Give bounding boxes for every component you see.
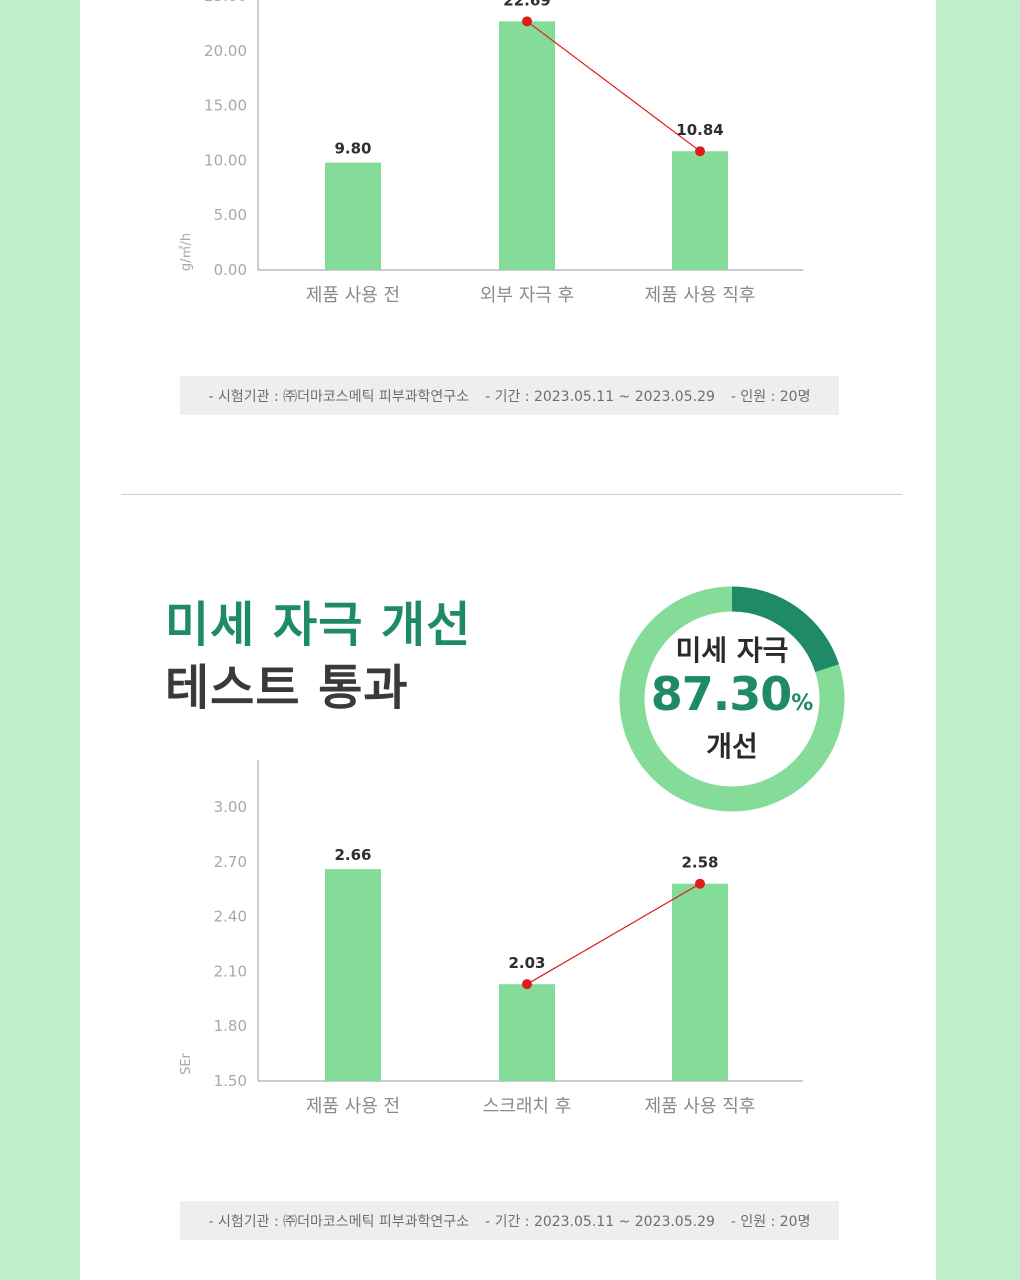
- bar-3: [672, 151, 728, 270]
- data-label: 9.80: [334, 140, 371, 158]
- trend-point: [522, 16, 532, 27]
- category-label: 제품 사용 직후: [645, 1096, 756, 1117]
- bar-2: [499, 21, 555, 271]
- badge-bottom-label: 개선: [706, 730, 758, 763]
- data-label: 2.58: [681, 854, 718, 872]
- trend-line: [526, 20, 701, 152]
- badge-top-label: 미세 자극: [675, 634, 789, 667]
- improvement-badge: 미세 자극 87.30% 개선: [619, 586, 845, 812]
- y-tick-label: 1.50: [214, 1072, 247, 1090]
- data-label: 22.69: [503, 0, 550, 9]
- trend-point: [522, 979, 532, 990]
- bar-1: [325, 162, 381, 270]
- note-institution: - 시험기관 : ㈜더마코스메틱 피부과학연구소: [208, 388, 470, 405]
- y-axis-label: g/㎡/h: [179, 233, 194, 271]
- chart-ser: 1.50 1.80 2.10 2.40 2.70 3.00 SEr 2.66 제품 사용 전 2.…: [0, 750, 1020, 1130]
- data-label: 10.84: [676, 121, 723, 139]
- note-institution: - 시험기관 : ㈜더마코스메틱 피부과학연구소: [208, 1213, 470, 1230]
- chart-tewl-svg: 0.00 5.00 10.00 15.00 20.00 25.00 g/㎡/h 9.80 제품 …: [179, 0, 803, 306]
- trend-point: [695, 878, 705, 889]
- trend-point: [695, 146, 705, 157]
- y-tick-label: 0.00: [214, 261, 247, 279]
- y-tick-label: 2.40: [214, 908, 247, 926]
- ring-accent-arc: [731, 586, 839, 673]
- chart-ser-svg: 1.50 1.80 2.10 2.40 2.70 3.00 SEr 2.66 제품 사용 전 2.…: [179, 760, 803, 1117]
- y-tick-label: 1.80: [214, 1017, 247, 1035]
- y-tick-label: 25.00: [204, 0, 247, 5]
- test-info-note-2: - 시험기관 : ㈜더마코스메틱 피부과학연구소 - 기간 : 2023.05.…: [180, 1201, 839, 1240]
- category-label: 제품 사용 전: [306, 1096, 400, 1117]
- bar-3: [672, 883, 728, 1081]
- note-people: - 인원 : 20명: [730, 388, 811, 405]
- data-label: 2.03: [508, 954, 545, 972]
- bar-1: [325, 869, 381, 1081]
- improvement-ring: [619, 586, 845, 812]
- headline-title: 미세 자극 개선: [165, 597, 472, 653]
- note-people: - 인원 : 20명: [730, 1213, 811, 1230]
- note-period: - 기간 : 2023.05.11 ~ 2023.05.29: [485, 388, 715, 405]
- y-tick-label: 10.00: [204, 151, 247, 169]
- y-axis-label: SEr: [179, 1052, 194, 1074]
- category-label: 스크래치 후: [483, 1096, 572, 1117]
- badge-number: 87.30: [650, 667, 793, 721]
- y-tick-label: 5.00: [214, 206, 247, 224]
- badge-unit: %: [791, 691, 814, 716]
- bar-2: [499, 984, 555, 1081]
- data-label: 2.66: [334, 846, 371, 864]
- test-info-note-1: - 시험기관 : ㈜더마코스메틱 피부과학연구소 - 기간 : 2023.05.…: [180, 376, 839, 415]
- y-tick-label: 15.00: [204, 97, 247, 115]
- note-period: - 기간 : 2023.05.11 ~ 2023.05.29: [485, 1213, 715, 1230]
- y-tick-label: 3.00: [214, 798, 247, 816]
- y-tick-label: 2.70: [214, 853, 247, 871]
- category-label: 외부 자극 후: [480, 285, 574, 306]
- y-tick-label: 20.00: [204, 42, 247, 60]
- chart-tewl: 0.00 5.00 10.00 15.00 20.00 25.00 g/㎡/h 9.80 제품 …: [0, 0, 1020, 320]
- category-label: 제품 사용 직후: [645, 285, 756, 306]
- y-tick-label: 2.10: [214, 962, 247, 980]
- trend-line: [526, 883, 701, 985]
- headline-subtitle: 테스트 통과: [165, 660, 409, 716]
- category-label: 제품 사용 전: [306, 285, 400, 306]
- section-divider: [121, 494, 902, 495]
- badge-value: 87.30%: [651, 668, 814, 730]
